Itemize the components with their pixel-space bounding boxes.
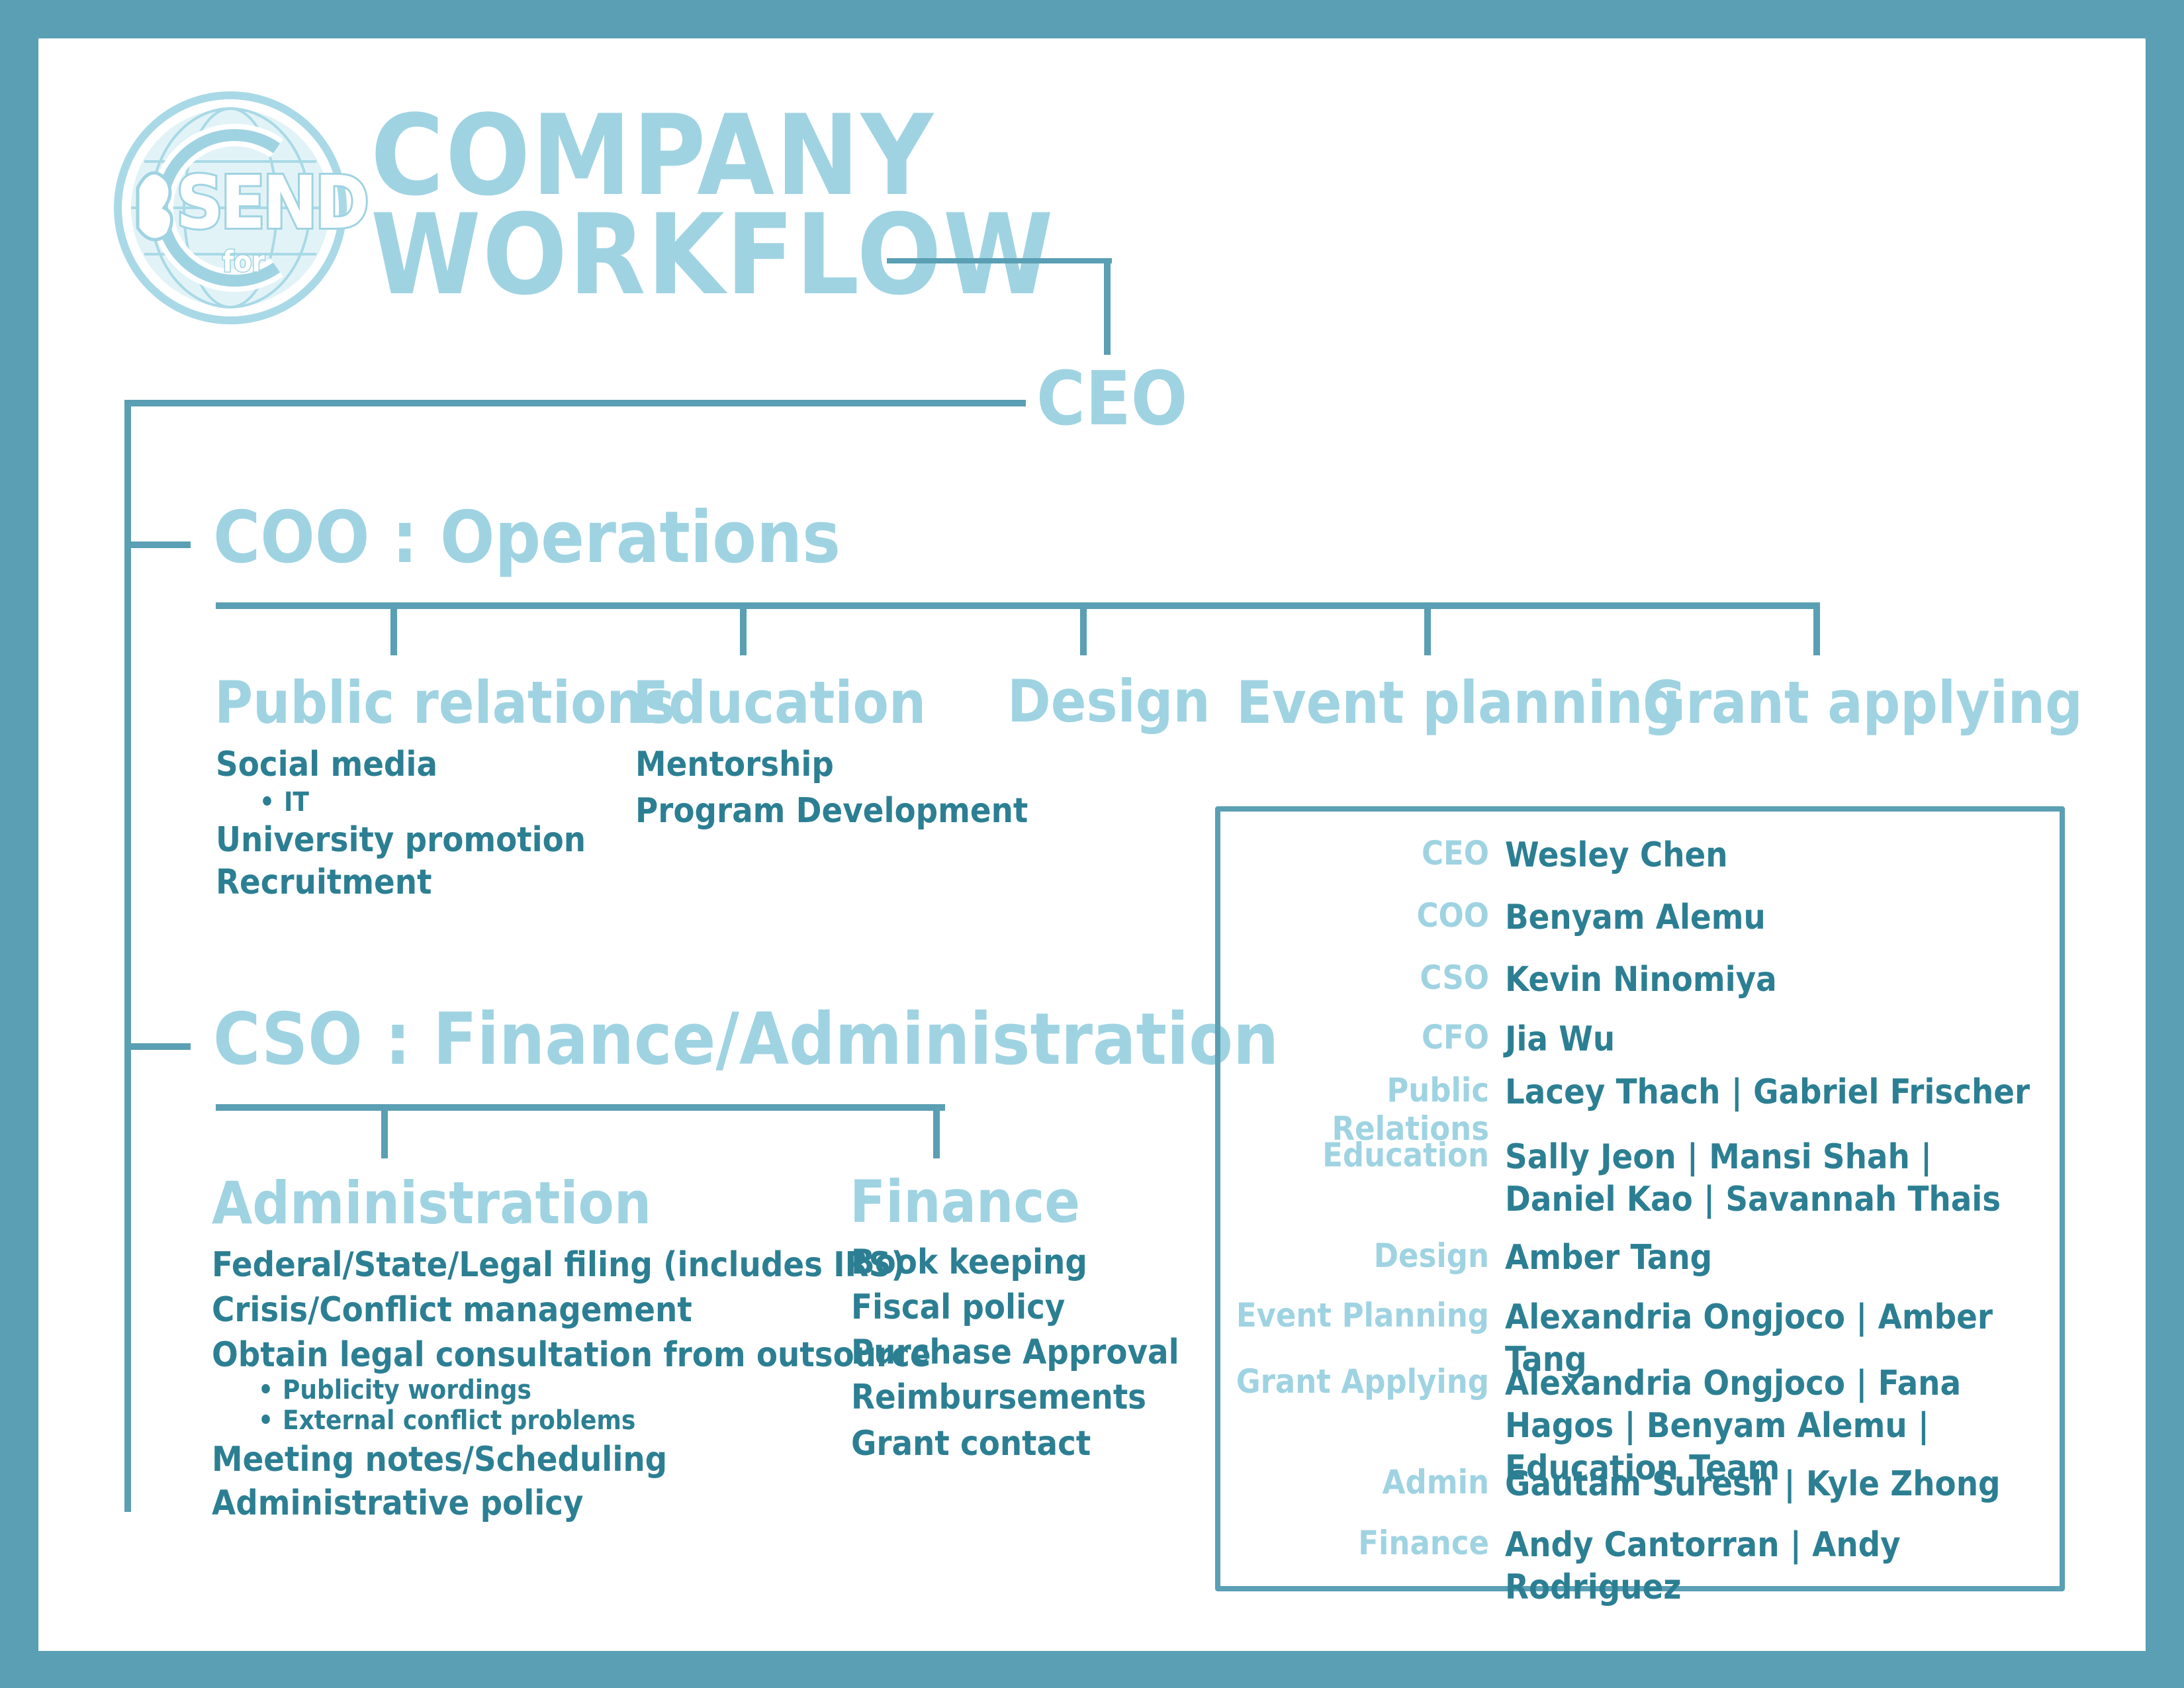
team-names: Wesley Chen xyxy=(1505,835,1728,875)
team-names: Kevin Ninomiya xyxy=(1505,960,1777,1000)
cso-branch-bar xyxy=(216,1104,945,1111)
team-role: CSO xyxy=(1420,959,1489,997)
list-item: Grant contact xyxy=(851,1424,1091,1464)
ceo-node: CEO xyxy=(1036,356,1188,442)
team-role: COO xyxy=(1416,896,1489,935)
team-names: Alexandria Ongjoco | Fana Hagos | Benyam… xyxy=(1505,1364,1962,1488)
list-subitem: Publicity wordings xyxy=(258,1374,531,1406)
list-item: Social media xyxy=(216,745,438,784)
list-item: Meeting notes/Scheduling xyxy=(212,1440,668,1479)
send-for-logo: SEND for xyxy=(111,89,371,327)
team-role: Admin xyxy=(1382,1463,1489,1501)
dept-education: Education xyxy=(633,669,927,737)
dept-public-relations: Public relations xyxy=(214,669,675,737)
list-item: Reimbursements xyxy=(851,1378,1147,1417)
list-item: Crisis/Conflict management xyxy=(212,1290,692,1330)
team-names: Sally Jeon | Mansi Shah | Daniel Kao | S… xyxy=(1505,1137,2001,1219)
team-role: Finance xyxy=(1358,1524,1489,1562)
connector-title-ceo-h xyxy=(887,258,1112,263)
team-role: Education xyxy=(1322,1136,1489,1174)
team-role: CEO xyxy=(1422,834,1489,872)
list-item: Program Development xyxy=(635,791,1028,831)
team-names: Benyam Alemu xyxy=(1505,898,1766,937)
connector-trunk-coo xyxy=(124,541,191,548)
coo-branch-tick-2 xyxy=(740,602,747,655)
team-role: Grant Applying xyxy=(1236,1362,1489,1401)
connector-ceo-trunk-h xyxy=(124,400,1026,406)
globe-icon xyxy=(114,91,347,324)
coo-branch-tick-5 xyxy=(1813,602,1820,655)
page-title-line-1: COMPANY xyxy=(371,91,935,220)
coo-branch-tick-3 xyxy=(1080,602,1087,655)
list-item: University promotion xyxy=(216,820,586,860)
coo-branch-tick-4 xyxy=(1424,602,1431,655)
list-item: Mentorship xyxy=(635,745,834,784)
list-item: Book keeping xyxy=(851,1243,1087,1282)
team-role: Design xyxy=(1373,1237,1489,1275)
team-roster: CEO Wesley Chen COO Benyam Alemu CSO Kev… xyxy=(1215,806,2065,1607)
page-title-line-2: WORKFLOW xyxy=(371,190,1055,320)
dept-grant-applying: Grant applying xyxy=(1643,669,2083,737)
connector-trunk-v xyxy=(124,400,131,1512)
list-item: Recruitment xyxy=(216,863,432,902)
coo-branch-bar xyxy=(216,602,1820,609)
cso-branch-tick-1 xyxy=(381,1104,388,1158)
dept-design: Design xyxy=(1007,667,1210,735)
list-item: Purchase Approval xyxy=(851,1333,1179,1372)
connector-title-ceo-v xyxy=(1104,258,1111,355)
list-item: Federal/State/Legal filing (includes IRS… xyxy=(212,1245,905,1285)
list-item: Obtain legal consultation from outsource xyxy=(212,1335,931,1375)
dept-administration: Administration xyxy=(212,1169,652,1237)
list-subitem: External conflict problems xyxy=(258,1405,635,1436)
list-item: Fiscal policy xyxy=(851,1288,1066,1327)
team-names: Gautam Suresh | Kyle Zhong xyxy=(1505,1464,2001,1504)
team-names: Jia Wu xyxy=(1505,1019,1615,1059)
dept-finance: Finance xyxy=(850,1168,1081,1236)
team-names: Amber Tang xyxy=(1505,1238,1713,1278)
cso-heading: CSO : Finance/Administration xyxy=(213,998,1279,1081)
list-item: Administrative policy xyxy=(212,1483,584,1523)
team-names: Andy Cantorran | Andy Rodriguez xyxy=(1505,1525,1901,1607)
team-role: Public Relations xyxy=(1332,1071,1489,1148)
connector-trunk-cso xyxy=(124,1043,191,1050)
team-names: Lacey Thach | Gabriel Frischer xyxy=(1505,1072,2030,1112)
dept-event-planning: Event planning xyxy=(1236,669,1681,737)
team-role: CFO xyxy=(1422,1018,1489,1056)
list-subitem: IT xyxy=(259,786,309,818)
team-names: Alexandria Ongjoco | Amber Tang xyxy=(1505,1297,1993,1380)
logo-small-text: for xyxy=(222,244,266,280)
coo-heading: COO : Operations xyxy=(213,496,841,579)
coo-branch-tick-1 xyxy=(390,602,397,655)
cso-branch-tick-2 xyxy=(933,1104,940,1158)
team-role: Event Planning xyxy=(1236,1296,1489,1335)
logo-main-text: SEND xyxy=(174,158,371,247)
